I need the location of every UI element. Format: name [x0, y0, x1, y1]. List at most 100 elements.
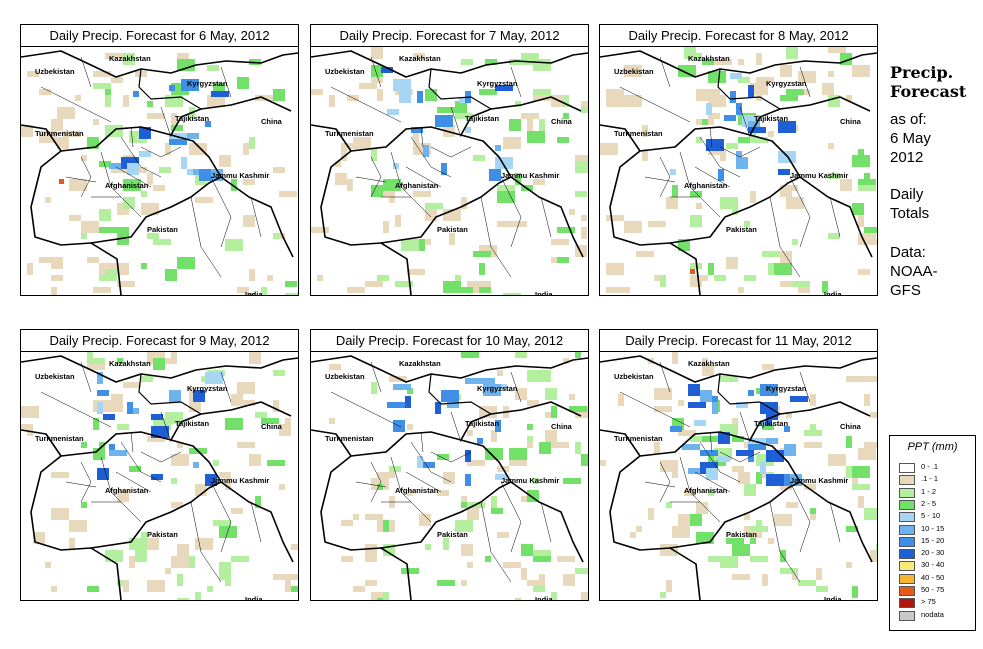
precip-cell: [864, 239, 870, 245]
precip-cell: [249, 293, 255, 295]
precip-cell: [489, 169, 501, 181]
precip-cell: [750, 131, 756, 143]
border-west: [600, 124, 701, 295]
precip-cell: [151, 474, 163, 480]
precip-cell: [27, 424, 33, 436]
precip-map: Kazakhstan Uzbekistan Kyrgyzstan Tajikistan…: [600, 47, 877, 295]
precip-cell: [205, 121, 211, 127]
precip-cell: [762, 364, 774, 370]
precip-cell: [437, 580, 455, 586]
precip-cell: [810, 424, 816, 430]
precip-cell: [423, 462, 435, 468]
map-label-uzbekistan: Uzbekistan: [325, 67, 365, 76]
precip-cell: [87, 257, 99, 263]
precip-cell: [852, 65, 870, 77]
precip-cell: [99, 209, 111, 221]
legend-label: 10 - 15: [921, 523, 945, 533]
border-pak-india: [749, 134, 873, 258]
precip-cell: [768, 538, 774, 544]
precip-cell: [237, 442, 255, 448]
precip-cell: [33, 532, 45, 544]
precip-cell: [347, 287, 365, 293]
precip-cell: [696, 502, 708, 514]
precip-cell: [730, 73, 742, 79]
precip-cell: [465, 474, 471, 486]
precip-cell: [189, 143, 207, 155]
precip-cell: [533, 89, 551, 95]
precip-cell: [243, 215, 255, 227]
map-label-turkmenistan: Turkmenistan: [614, 434, 663, 443]
precip-cell: [171, 478, 177, 484]
precip-cell: [557, 227, 575, 233]
precip-cell: [521, 496, 527, 502]
precip-cell: [347, 179, 353, 191]
precip-cell: [581, 215, 587, 221]
precip-cell: [405, 396, 411, 408]
precip-cell: [407, 490, 413, 496]
precip-cell: [387, 109, 399, 115]
precip-cell: [828, 173, 840, 179]
precip-cell: [858, 185, 876, 191]
precip-cell: [718, 456, 730, 462]
precip-cell: [736, 103, 742, 115]
map-label-tajikistan: Tajikistan: [175, 114, 210, 123]
precip-cell: [123, 95, 129, 107]
precip-cell: [443, 281, 461, 293]
precip-cell: [419, 514, 431, 526]
legend-swatch: [899, 549, 915, 560]
precip-cell: [756, 77, 774, 83]
precip-cell: [858, 215, 864, 227]
precip-cell: [762, 472, 768, 478]
precip-cell: [117, 424, 129, 430]
precip-cell: [876, 544, 877, 556]
precip-cell: [624, 287, 630, 293]
precip-cell: [750, 191, 756, 203]
precip-cell: [27, 71, 39, 77]
precip-cell: [539, 119, 545, 131]
precip-cell: [177, 574, 183, 586]
precip-cell: [141, 532, 147, 538]
precip-cell: [810, 394, 816, 406]
precip-cell: [563, 95, 569, 107]
precip-cell: [371, 592, 389, 600]
border-north: [311, 355, 588, 383]
precip-cell: [660, 460, 678, 472]
precip-cell: [329, 418, 335, 424]
precip-cell: [846, 562, 852, 568]
precip-cell: [527, 424, 533, 430]
province-borders: [619, 56, 811, 123]
precip-cell: [461, 59, 473, 65]
precip-cell: [237, 382, 255, 394]
precip-cell: [117, 580, 123, 586]
heading-line-1: Precip.: [890, 63, 954, 82]
precip-cell: [828, 454, 846, 466]
precip-cell: [279, 484, 285, 490]
precip-cell: [545, 430, 557, 442]
precip-cell: [365, 281, 383, 287]
border-afghan-pak: [380, 176, 512, 244]
precip-cell: [780, 95, 798, 101]
precip-cell: [93, 418, 99, 430]
map-label-india: India: [824, 290, 842, 295]
map-label-india: India: [824, 595, 842, 600]
precip-cell: [93, 119, 99, 125]
precip-cell: [744, 514, 750, 520]
border-west: [311, 124, 412, 295]
precip-cell: [365, 514, 383, 520]
precip-cell: [696, 89, 714, 101]
map-label-pakistan: Pakistan: [147, 225, 178, 234]
border-kyrgyz: [717, 373, 781, 415]
precip-cell: [497, 191, 515, 203]
province-borders: [330, 56, 522, 123]
precip-cell: [21, 406, 39, 418]
precip-cell: [792, 239, 798, 245]
precip-cell: [81, 233, 87, 239]
precip-cell: [51, 586, 57, 592]
precip-cell: [545, 412, 551, 418]
precip-cell: [177, 53, 189, 59]
precip-cell: [365, 580, 377, 586]
precip-cell: [291, 586, 298, 592]
precip-cell: [600, 143, 618, 155]
province-borders: [644, 106, 761, 218]
precip-cell: [141, 191, 147, 197]
